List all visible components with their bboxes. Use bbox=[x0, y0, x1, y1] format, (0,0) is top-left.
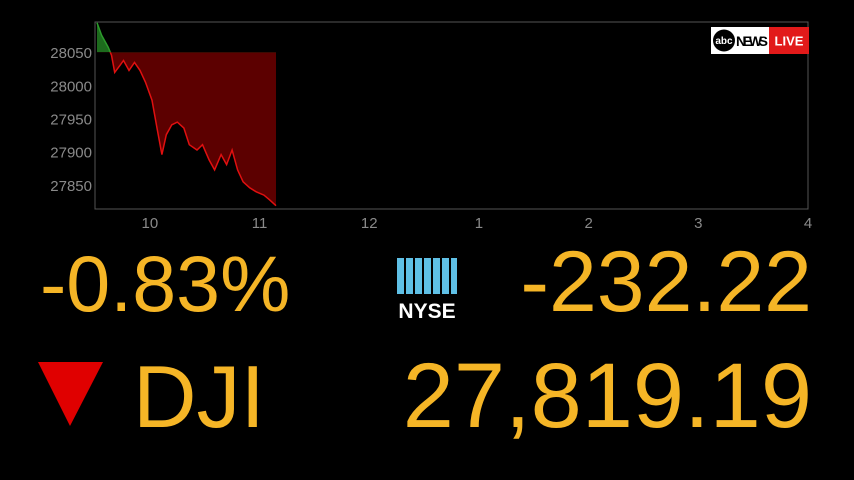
x-tick-label: 2 bbox=[584, 215, 592, 232]
nyse-logo: NYSE bbox=[397, 258, 457, 323]
logo-network: NEWS bbox=[736, 33, 768, 49]
x-tick-label: 3 bbox=[694, 215, 702, 232]
exchange: NYSE bbox=[398, 300, 455, 323]
down-arrow bbox=[38, 362, 103, 426]
plot-frame bbox=[94, 21, 809, 210]
nyse-mark bbox=[397, 258, 457, 294]
logo: abc NEWS LIVE bbox=[711, 27, 809, 54]
live-box bbox=[769, 27, 809, 54]
live-label: LIVE bbox=[775, 34, 804, 49]
percent-change: -0.83% bbox=[40, 239, 290, 328]
plot-area bbox=[96, 22, 277, 207]
x-tick-label: 1 bbox=[475, 215, 483, 232]
y-tick-label: 27900 bbox=[50, 145, 92, 162]
symbol: DJI bbox=[133, 347, 265, 446]
price: 27,819.19 bbox=[403, 345, 812, 447]
area-above bbox=[97, 22, 111, 53]
x-tick-label: 4 bbox=[804, 215, 812, 232]
y-tick-label: 27950 bbox=[50, 111, 92, 128]
area-below bbox=[97, 52, 276, 206]
logo-circle bbox=[713, 29, 735, 52]
point-change: -232.22 bbox=[520, 234, 812, 330]
y-tick-label: 27850 bbox=[50, 178, 92, 195]
y-tick-label: 28050 bbox=[50, 45, 92, 62]
nyse-stripes bbox=[404, 258, 451, 294]
x-tick-label: 10 bbox=[142, 215, 159, 232]
line-below bbox=[109, 52, 277, 207]
y-tick-label: 28000 bbox=[50, 78, 92, 95]
x-tick-label: 12 bbox=[361, 215, 378, 232]
x-tick-label: 11 bbox=[252, 215, 268, 232]
logo-brand: abc bbox=[715, 36, 733, 47]
